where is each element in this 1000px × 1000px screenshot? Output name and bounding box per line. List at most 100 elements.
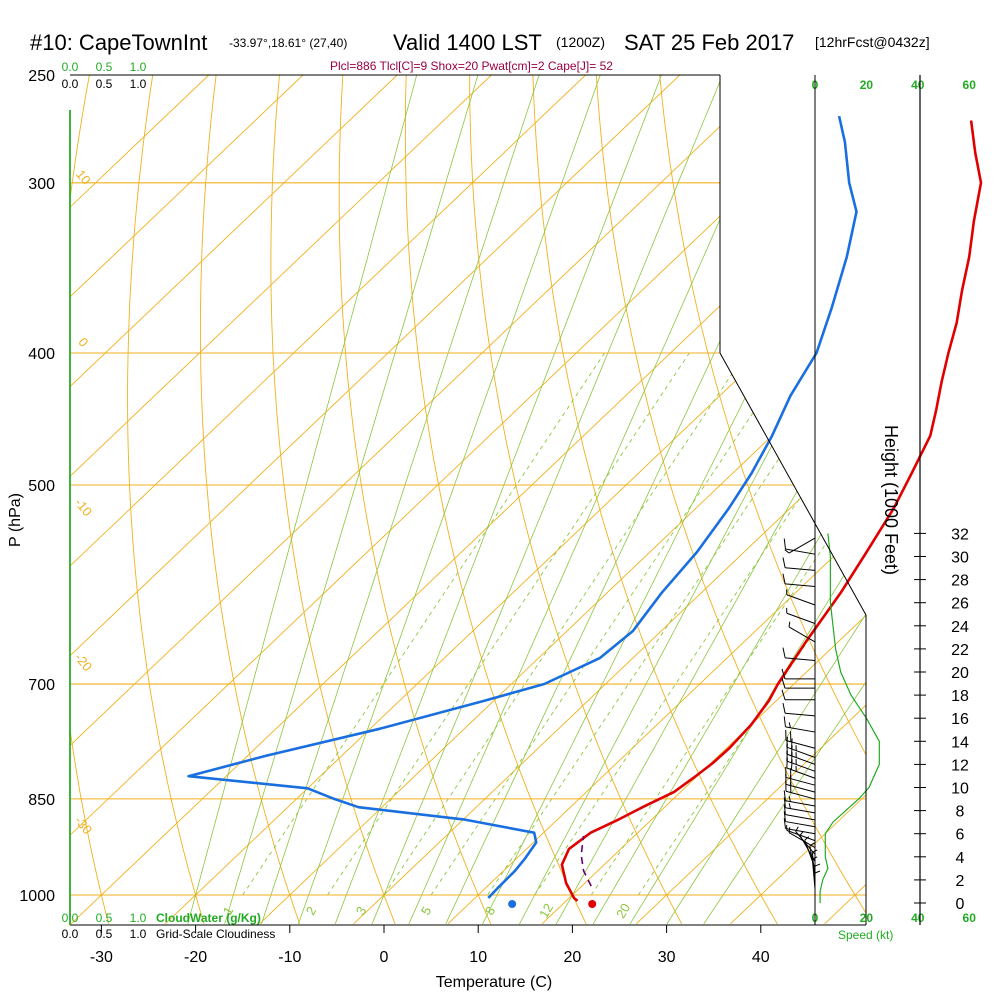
wind-barb-staff bbox=[785, 814, 816, 821]
wind-barb-flag bbox=[782, 557, 786, 568]
mixing-ratio-line bbox=[383, 352, 747, 896]
sounding-traces bbox=[69, 110, 983, 925]
speed-tick-top: 20 bbox=[860, 78, 874, 92]
valid-date: SAT 25 Feb 2017 bbox=[624, 30, 794, 55]
moist-adiabat-line bbox=[703, 75, 866, 925]
wind-barb-staff bbox=[788, 537, 816, 554]
wind-barb-halfflag bbox=[788, 796, 791, 802]
isotherm-line bbox=[447, 75, 866, 925]
cloudwater-tick-top: 0.5 bbox=[96, 60, 113, 74]
dry-adiabat-line bbox=[127, 75, 205, 925]
cloudiness-tick-bottom: 0.0 bbox=[62, 927, 79, 941]
wind-barb bbox=[781, 678, 815, 689]
wind-barb bbox=[785, 730, 816, 749]
moist-adiabat-line bbox=[408, 75, 785, 925]
dry-adiabat-line bbox=[404, 75, 587, 925]
pressure-tick-label: 300 bbox=[28, 176, 55, 193]
wind-barb bbox=[814, 870, 821, 903]
moist-adiabat-line bbox=[666, 75, 866, 925]
isotherm-line bbox=[70, 75, 492, 925]
wind-barb bbox=[781, 668, 815, 680]
height-tick-label: 8 bbox=[956, 804, 965, 821]
wind-barb bbox=[783, 790, 816, 807]
temperature-tick-label: -10 bbox=[278, 949, 301, 966]
dry-adiabat-label: -20 bbox=[72, 650, 96, 674]
wind-barb-flag bbox=[783, 790, 786, 801]
wind-barb bbox=[783, 797, 816, 814]
wind-barb-staff bbox=[795, 831, 816, 855]
mixing-ratio-label: 12 bbox=[536, 901, 556, 921]
wind-barb bbox=[814, 863, 821, 897]
cloudwater-tick-top: 1.0 bbox=[130, 60, 147, 74]
wind-barb-flag bbox=[783, 797, 786, 808]
surface-temperature-dot bbox=[588, 900, 597, 908]
isotherm-line bbox=[164, 75, 866, 925]
dry-adiabat-line bbox=[270, 75, 396, 925]
wind-barb-staff bbox=[785, 821, 816, 828]
mixing-ratio-label: 20 bbox=[613, 901, 633, 921]
pressure-tick-label: 700 bbox=[28, 677, 55, 694]
height-tick-label: 28 bbox=[951, 573, 969, 590]
cloudiness-tick-bottom: 0.5 bbox=[96, 927, 113, 941]
cloudiness-tick-bottom: 1.0 bbox=[130, 927, 147, 941]
y-axis-title: P (hPa) bbox=[7, 493, 24, 547]
height-tick-label: 32 bbox=[951, 526, 969, 543]
x-axis-title: Temperature (C) bbox=[436, 974, 552, 991]
speed-tick-bottom: 40 bbox=[911, 911, 925, 925]
isotherm-line bbox=[70, 75, 304, 925]
wind-barb-staff bbox=[788, 832, 816, 848]
wind-barb bbox=[786, 824, 816, 842]
wind-barb-flag bbox=[783, 538, 786, 550]
moist-adiabat-line bbox=[555, 75, 866, 925]
wind-barb bbox=[781, 689, 815, 701]
isotherm-line bbox=[70, 75, 398, 925]
wind-barb bbox=[783, 716, 816, 733]
wind-barb-flag bbox=[783, 804, 786, 815]
stability-params: Plcl=886 Tlcl[C]=9 Shox=20 Pwat[cm]=2 Ca… bbox=[330, 59, 613, 73]
wind-barb-flag bbox=[782, 702, 786, 714]
height-tick-label: 30 bbox=[951, 550, 969, 567]
surface-dewpoint-dot bbox=[508, 900, 517, 908]
pressure-tick-label: 1000 bbox=[19, 888, 55, 905]
mixing-ratio-label: 2 bbox=[303, 904, 320, 918]
wind-barb bbox=[783, 804, 816, 821]
height-tick-label: 2 bbox=[956, 873, 965, 890]
moist-adiabat-line bbox=[261, 75, 540, 925]
speed-tick-top: 40 bbox=[911, 78, 925, 92]
wind-barb-staff bbox=[785, 657, 816, 661]
wind-barb-staff bbox=[786, 829, 816, 842]
wind-barb-staff bbox=[785, 567, 816, 571]
height-tick-label: 26 bbox=[951, 596, 969, 613]
speed-tick-bottom: 60 bbox=[963, 911, 977, 925]
forecast-info: [12hrFcst@0432z] bbox=[815, 34, 930, 50]
wind-barb-halfflag bbox=[788, 803, 791, 809]
wind-barb-staff bbox=[788, 626, 816, 643]
dry-adiabat-line bbox=[532, 75, 778, 925]
moist-adiabat-line bbox=[298, 75, 601, 925]
isotherm-line bbox=[70, 75, 775, 925]
wind-barb bbox=[786, 607, 816, 624]
dry-adiabat-line bbox=[469, 75, 683, 925]
wind-barb-halfflag bbox=[814, 870, 821, 874]
wind-barb-halfflag bbox=[814, 863, 821, 867]
pressure-tick-label: 500 bbox=[28, 478, 55, 495]
isotherm-line bbox=[635, 75, 866, 925]
plot-frame-slant bbox=[719, 352, 867, 616]
wind-barb-flag bbox=[782, 647, 786, 658]
height-axis-title: Height (1000 Feet) bbox=[881, 425, 901, 575]
wind-barb-flag bbox=[791, 738, 793, 749]
speed-tick-top: 60 bbox=[963, 78, 977, 92]
wind-barb-flag bbox=[782, 573, 786, 585]
height-tick-label: 20 bbox=[951, 665, 969, 682]
wind-barb bbox=[782, 647, 816, 661]
moist-adiabat-line bbox=[629, 75, 866, 925]
height-tick-label: 4 bbox=[956, 850, 965, 867]
dry-adiabat-line bbox=[338, 75, 492, 925]
temperature-tick-label: 0 bbox=[380, 949, 389, 966]
wind-barb-halfflag bbox=[788, 722, 791, 728]
dry-adiabat-label: 0 bbox=[75, 335, 91, 350]
dry-adiabat-label: -30 bbox=[72, 813, 96, 837]
